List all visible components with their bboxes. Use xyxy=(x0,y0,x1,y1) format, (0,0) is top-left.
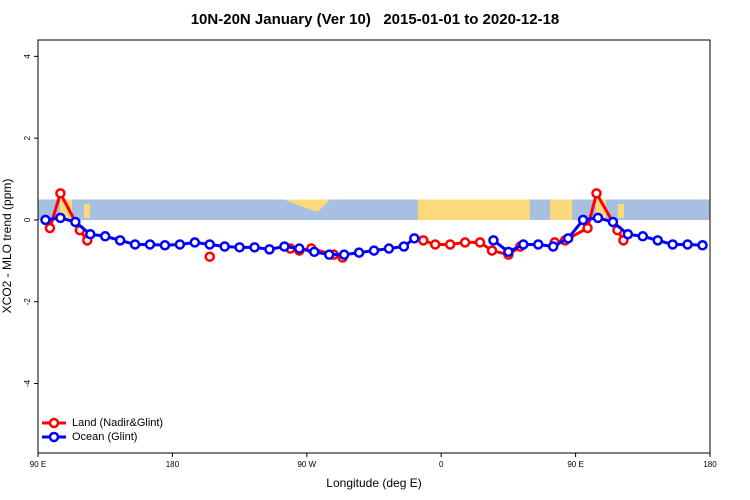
x-tick-label: 90 E xyxy=(30,460,46,469)
point xyxy=(488,235,499,246)
point xyxy=(547,241,559,252)
point xyxy=(486,245,498,256)
y-tick-label: 4 xyxy=(23,54,32,59)
point xyxy=(518,239,529,250)
point xyxy=(474,237,486,248)
y-tick-label: -2 xyxy=(23,298,32,306)
point xyxy=(309,246,320,258)
legend-marker xyxy=(48,431,60,443)
point xyxy=(44,222,56,234)
y-tick-label: -4 xyxy=(23,379,32,387)
point xyxy=(459,237,471,248)
plot-area xyxy=(37,39,711,454)
point xyxy=(174,239,186,250)
point xyxy=(264,244,275,255)
x-tick-label: 180 xyxy=(166,460,180,469)
point xyxy=(204,239,215,250)
point xyxy=(114,235,126,246)
point xyxy=(219,241,230,252)
point xyxy=(99,231,111,242)
chart-title: 10N-20N January (Ver 10) 2015-01-01 to 2… xyxy=(191,11,560,28)
point xyxy=(503,246,514,258)
legend-marker xyxy=(48,417,60,429)
point xyxy=(85,228,96,240)
plot-frame xyxy=(37,39,711,454)
point xyxy=(582,222,593,234)
land xyxy=(418,199,530,220)
point xyxy=(383,243,395,254)
point xyxy=(562,233,574,244)
point xyxy=(429,239,441,250)
point xyxy=(129,239,141,250)
point xyxy=(323,249,335,260)
point xyxy=(55,212,66,224)
point xyxy=(637,231,649,242)
point xyxy=(418,235,429,246)
legend-label: Ocean (Glint) xyxy=(72,431,137,443)
point xyxy=(338,249,350,260)
land xyxy=(618,204,624,218)
point xyxy=(409,233,420,244)
land xyxy=(84,204,90,218)
point xyxy=(249,242,260,253)
point xyxy=(398,241,410,252)
point xyxy=(667,239,678,250)
point xyxy=(682,239,693,250)
x-axis-label: Longitude (deg E) xyxy=(326,476,421,490)
land xyxy=(284,199,330,212)
point xyxy=(533,239,544,250)
point xyxy=(591,188,602,199)
point xyxy=(189,237,201,248)
point xyxy=(353,247,365,258)
x-tick-label: 0 xyxy=(439,460,444,469)
point xyxy=(697,240,708,251)
point xyxy=(368,245,380,256)
map-band xyxy=(38,199,710,220)
point xyxy=(607,216,619,228)
point xyxy=(622,228,634,240)
point xyxy=(234,242,245,253)
point xyxy=(55,188,66,199)
point xyxy=(444,239,456,250)
x-tick-label: 90 W xyxy=(297,460,316,469)
x-tick-label: 180 xyxy=(703,460,717,469)
point xyxy=(592,212,604,224)
point xyxy=(144,239,156,250)
point xyxy=(204,251,215,262)
legend-label: Land (Nadir&Glint) xyxy=(72,417,163,429)
land xyxy=(596,199,606,220)
point xyxy=(70,216,81,228)
point xyxy=(652,235,663,246)
y-tick-label: 0 xyxy=(23,217,32,222)
land xyxy=(550,199,572,220)
point xyxy=(279,241,290,252)
y-tick-label: 2 xyxy=(23,135,32,140)
point xyxy=(40,214,51,226)
point xyxy=(159,240,171,251)
point xyxy=(294,243,305,254)
point xyxy=(577,214,589,226)
x-tick-label: 90 E xyxy=(567,460,583,469)
y-axis-label: XCO2 - MLO trend (ppm) xyxy=(0,179,14,314)
